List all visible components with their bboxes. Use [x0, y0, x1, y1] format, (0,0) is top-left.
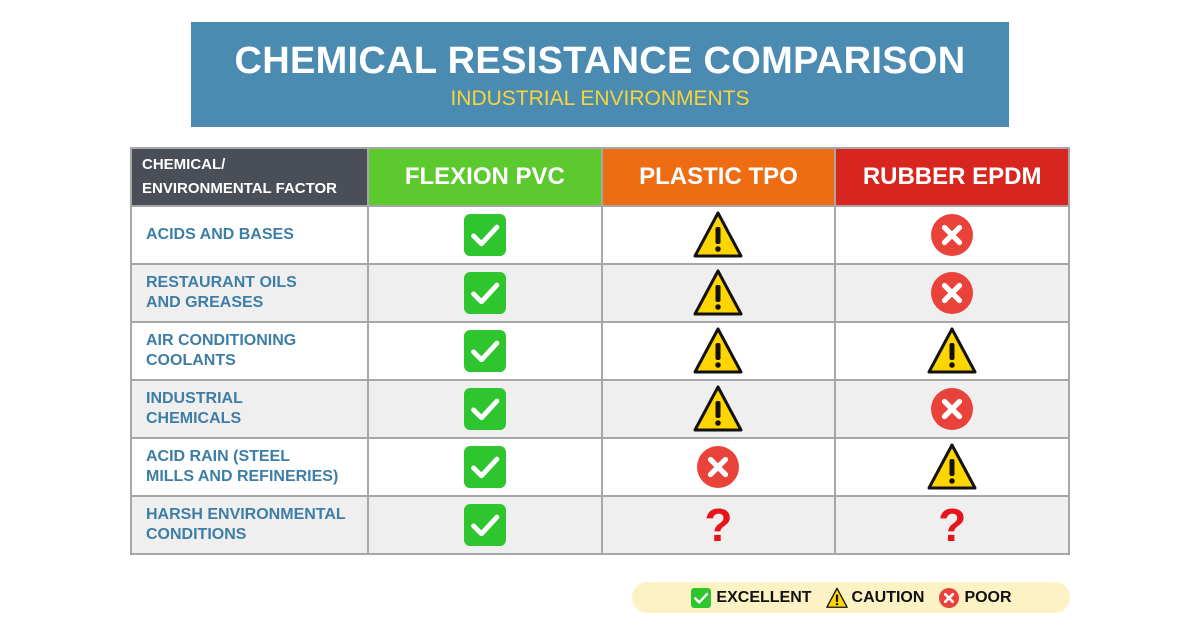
title: CHEMICAL RESISTANCE COMPARISON — [234, 40, 966, 82]
rating-cell: EXCELLENT — [367, 205, 603, 265]
check-icon: EXCELLENT — [463, 272, 506, 314]
rating-cell: CAUTION — [834, 437, 1070, 497]
rating-cell: EXCELLENT — [367, 437, 603, 497]
legend: EXCELLENTEXCELLENT CAUTIONCAUTION POORPOOR — [632, 582, 1070, 613]
caution-icon: CAUTION — [693, 211, 743, 258]
factor-label: AIR CONDITIONING COOLANTS — [130, 321, 369, 381]
rating-cell: CAUTION — [600, 379, 837, 439]
legend-label: POOR — [964, 588, 1012, 606]
table-row: AIR CONDITIONING COOLANTS EXCELLENT CAUTIO… — [130, 321, 1070, 381]
check-icon: EXCELLENT — [463, 330, 506, 372]
rating-cell: POOR — [834, 379, 1070, 439]
table-row: RESTAURANT OILS AND GREASES EXCELLENT CAUT… — [130, 263, 1070, 323]
subtitle: INDUSTRIAL ENVIRONMENTS — [450, 87, 750, 110]
unknown-rating: ? — [704, 499, 733, 551]
table-row: ACID RAIN (STEEL MILLS AND REFINERIES) EX… — [130, 437, 1070, 497]
factor-label: HARSH ENVIRONMENTAL CONDITIONS — [130, 495, 369, 555]
banner: CHEMICAL RESISTANCE COMPARISON INDUSTRIA… — [191, 22, 1009, 127]
legend-item: POORPOOR — [938, 587, 1012, 609]
factor-label: RESTAURANT OILS AND GREASES — [130, 263, 369, 323]
comparison-table: CHEMICAL/ ENVIRONMENTAL FACTOR FLEXION PV… — [130, 147, 1070, 555]
legend-item: CAUTIONCAUTION — [825, 587, 925, 609]
table-row: HARSH ENVIRONMENTAL CONDITIONS EXCELLENT?… — [130, 495, 1070, 555]
legend-label: CAUTION — [851, 588, 925, 606]
table-row: INDUSTRIAL CHEMICALS EXCELLENT CAUTION POOR — [130, 379, 1070, 439]
caution-icon: CAUTION — [825, 587, 848, 608]
table-row: ACIDS AND BASES EXCELLENT CAUTION POOR — [130, 205, 1070, 265]
rating-cell: EXCELLENT — [367, 495, 603, 555]
rating-cell: POOR — [834, 205, 1070, 265]
rating-cell: EXCELLENT — [367, 379, 603, 439]
column-header: PLASTIC TPO — [600, 147, 837, 207]
check-icon: EXCELLENT — [463, 446, 506, 488]
poor-icon: POOR — [931, 272, 974, 314]
unknown-rating: ? — [938, 499, 967, 551]
legend-item: EXCELLENTEXCELLENT — [690, 587, 812, 609]
rating-cell: CAUTION — [600, 321, 837, 381]
rating-cell: EXCELLENT — [367, 263, 603, 323]
rating-cell: EXCELLENT — [367, 321, 603, 381]
rating-cell: CAUTION — [600, 205, 837, 265]
caution-icon: CAUTION — [693, 385, 743, 432]
legend-label: EXCELLENT — [716, 588, 812, 606]
caution-icon: CAUTION — [927, 327, 977, 374]
rating-cell: ? — [834, 495, 1070, 555]
poor-icon: POOR — [931, 214, 974, 256]
caution-icon: CAUTION — [693, 327, 743, 374]
check-icon: EXCELLENT — [691, 587, 712, 608]
check-icon: EXCELLENT — [463, 214, 506, 256]
poor-icon: POOR — [697, 446, 740, 488]
factor-label: ACID RAIN (STEEL MILLS AND REFINERIES) — [130, 437, 369, 497]
poor-icon: POOR — [939, 587, 960, 608]
caution-icon: CAUTION — [927, 443, 977, 490]
rating-cell: ? — [600, 495, 837, 555]
factor-label: INDUSTRIAL CHEMICALS — [130, 379, 369, 439]
factor-label: ACIDS AND BASES — [130, 205, 369, 265]
column-header: CHEMICAL/ ENVIRONMENTAL FACTOR — [130, 147, 369, 207]
column-header: RUBBER EPDM — [834, 147, 1070, 207]
caution-icon: CAUTION — [693, 269, 743, 316]
rating-cell: CAUTION — [834, 321, 1070, 381]
poor-icon: POOR — [931, 388, 974, 430]
check-icon: EXCELLENT — [463, 388, 506, 430]
column-header: FLEXION PVC — [367, 147, 603, 207]
rating-cell: POOR — [834, 263, 1070, 323]
rating-cell: POOR — [600, 437, 837, 497]
rating-cell: CAUTION — [600, 263, 837, 323]
check-icon: EXCELLENT — [463, 504, 506, 546]
